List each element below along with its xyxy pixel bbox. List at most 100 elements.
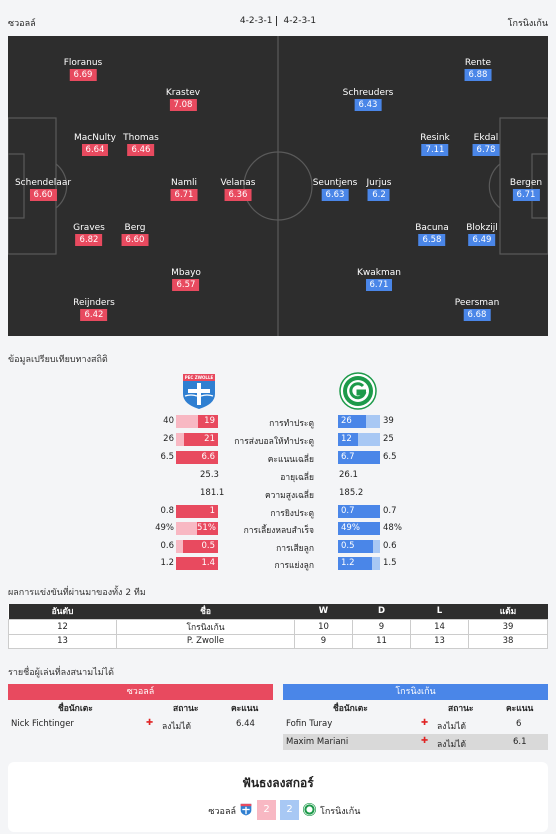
home-player[interactable]: Berg 6.60 — [121, 222, 149, 246]
away-player[interactable]: Peersman 6.68 — [455, 297, 499, 321]
away-player[interactable]: Kwakman 6.71 — [357, 267, 401, 291]
stat-row: 6.5 6.6 6.7 6.5 คะแนนเฉลี่ย — [0, 451, 556, 465]
stat-label: ความสูงเฉลี่ย — [264, 491, 314, 501]
stat-row: 0.6 0.5 0.5 0.6 การเสียลูก — [0, 540, 556, 554]
stat-away-bar: 12 — [338, 433, 358, 446]
away-absent-columns: ชื่อนักเตะ สถานะ คะแนน — [283, 701, 548, 714]
cell: 9 — [352, 618, 411, 635]
player-rating: 6.63 — [321, 189, 349, 201]
stat-home-value: 0.5 — [201, 541, 215, 551]
away-player[interactable]: Blokzijl 6.49 — [466, 222, 498, 246]
home-player[interactable]: Velanas 6.36 — [221, 177, 255, 201]
player-name: Blokzijl — [466, 223, 498, 233]
cross-icon: ✚ — [421, 718, 429, 728]
player-name: Schreuders — [342, 88, 394, 98]
away-player[interactable]: Schreuders 6.43 — [342, 87, 394, 111]
stat-away-bar: 1.2 — [338, 557, 372, 570]
player-rating: 6.68 — [463, 309, 491, 321]
stat-away-value: 12 — [341, 434, 352, 444]
stat-home-bar: 1 — [176, 505, 218, 518]
stat-home-total: 0.8 — [160, 506, 174, 516]
prediction-card: ฟันธงลงสกอร์ ซวอลล์ 2 2 โกรนิงเก้น — [8, 762, 548, 832]
prediction-away-team: โกรนิงเก้น — [320, 807, 361, 817]
col-score: คะแนน — [506, 704, 534, 714]
away-player[interactable]: Seuntjens 6.63 — [313, 177, 357, 201]
home-player[interactable]: Graves 6.82 — [73, 222, 105, 246]
list-item: Nick Fichtinger ✚ ลงไม่ได้ 6.44 — [8, 716, 273, 732]
home-player[interactable]: Krastev 7.08 — [166, 87, 200, 111]
stat-row: 25.3 26.1 อายุเฉลี่ย — [0, 469, 556, 483]
col-points: แต้ม — [468, 604, 548, 619]
cell: 11 — [352, 633, 411, 649]
formations: 4-2-3-1 4-2-3-1 — [8, 16, 548, 26]
cell: 14 — [410, 618, 469, 635]
stat-label: การทำประตู — [269, 419, 314, 429]
list-item: Maxim Mariani ✚ ลงไม่ได้ 6.1 — [283, 734, 548, 750]
pitch: Floranus 6.69 Krastev 7.08 MacNulty 6.64 Thoma… — [8, 36, 548, 336]
col-status: สถานะ — [173, 704, 199, 714]
stat-away-value: 26.1 — [339, 470, 358, 480]
pitch-lines — [8, 36, 548, 336]
col-l: L — [410, 604, 469, 619]
absent-player-name: Maxim Mariani — [286, 737, 349, 747]
away-player[interactable]: Bacuna 6.58 — [415, 222, 449, 246]
absent-player-name: Fofin Turay — [286, 719, 333, 729]
away-player[interactable]: Bergen 6.71 — [510, 177, 542, 201]
stat-home-total: 1.2 — [160, 558, 174, 568]
absent-status: ลงไม่ได้ — [437, 722, 467, 732]
player-rating: 6.64 — [81, 144, 109, 156]
stat-label: คะแนนเฉลี่ย — [267, 455, 314, 465]
col-player: ชื่อนักเตะ — [58, 704, 93, 714]
away-player[interactable]: Ekdal 6.78 — [472, 132, 500, 156]
away-player[interactable]: Resink 7.11 — [420, 132, 450, 156]
groningen-crest-icon — [339, 372, 377, 410]
stat-away-bar: 49% — [338, 522, 380, 535]
away-player[interactable]: Rente 6.88 — [464, 57, 492, 81]
cell: P. Zwolle — [116, 633, 295, 649]
standings-table: อันดับ ชื่อ W D L แต้ม 12 โกรนิงเก้น 10 … — [8, 604, 548, 649]
absent-status: ลงไม่ได้ — [437, 740, 467, 750]
col-status: สถานะ — [448, 704, 474, 714]
cell: 9 — [294, 633, 353, 649]
home-player[interactable]: Thomas 6.46 — [123, 132, 159, 156]
home-player[interactable]: Reijnders 6.42 — [73, 297, 115, 321]
stat-home-value: 25.3 — [200, 470, 219, 480]
stat-home-bar: 21 — [184, 433, 218, 446]
stat-away-value: 6.7 — [341, 452, 355, 462]
stat-row: 1.2 1.4 1.2 1.5 การแย่งลูก — [0, 557, 556, 571]
stat-home-total: 26 — [163, 434, 174, 444]
home-player[interactable]: Schendelaar 6.60 — [15, 177, 71, 201]
home-player[interactable]: MacNulty 6.64 — [74, 132, 116, 156]
stat-home-bar: 51% — [197, 522, 218, 535]
stat-home-total: 49% — [155, 523, 174, 533]
stat-home-value: 6.6 — [201, 452, 215, 462]
player-rating: 6.71 — [512, 189, 540, 201]
home-player[interactable]: Mbayo 6.57 — [171, 267, 201, 291]
player-rating: 6.43 — [354, 99, 382, 111]
cross-icon: ✚ — [146, 718, 154, 728]
stat-home-bar: 0.5 — [183, 540, 218, 553]
player-rating: 6.2 — [367, 189, 390, 201]
player-rating: 6.58 — [418, 234, 446, 246]
away-player[interactable]: Jurjus 6.2 — [366, 177, 392, 201]
player-name: Berg — [124, 223, 146, 233]
player-name: Jurjus — [366, 178, 392, 188]
player-rating: 6.69 — [69, 69, 97, 81]
absent-score: 6.1 — [513, 737, 527, 747]
stat-away-bar: 26 — [338, 415, 366, 428]
home-player[interactable]: Floranus 6.69 — [63, 57, 103, 81]
stat-row: 49% 51% 49% 48% การเลี้ยงหลบสำเร็จ — [0, 522, 556, 536]
player-rating: 6.36 — [224, 189, 252, 201]
away-team-name: โกรนิงเก้น — [507, 19, 548, 29]
player-name: Reijnders — [73, 298, 115, 308]
home-player[interactable]: Namli 6.71 — [170, 177, 198, 201]
stat-label: การยิงประตู — [270, 509, 314, 519]
col-name: ชื่อ — [116, 604, 295, 619]
stat-home-total: 40 — [163, 416, 174, 426]
absent-score: 6 — [516, 719, 522, 729]
prediction-title: ฟันธงลงสกอร์ — [242, 776, 314, 790]
stat-home-value: 21 — [204, 434, 215, 444]
player-name: Floranus — [63, 58, 103, 68]
player-rating: 6.60 — [121, 234, 149, 246]
player-name: MacNulty — [73, 133, 117, 143]
